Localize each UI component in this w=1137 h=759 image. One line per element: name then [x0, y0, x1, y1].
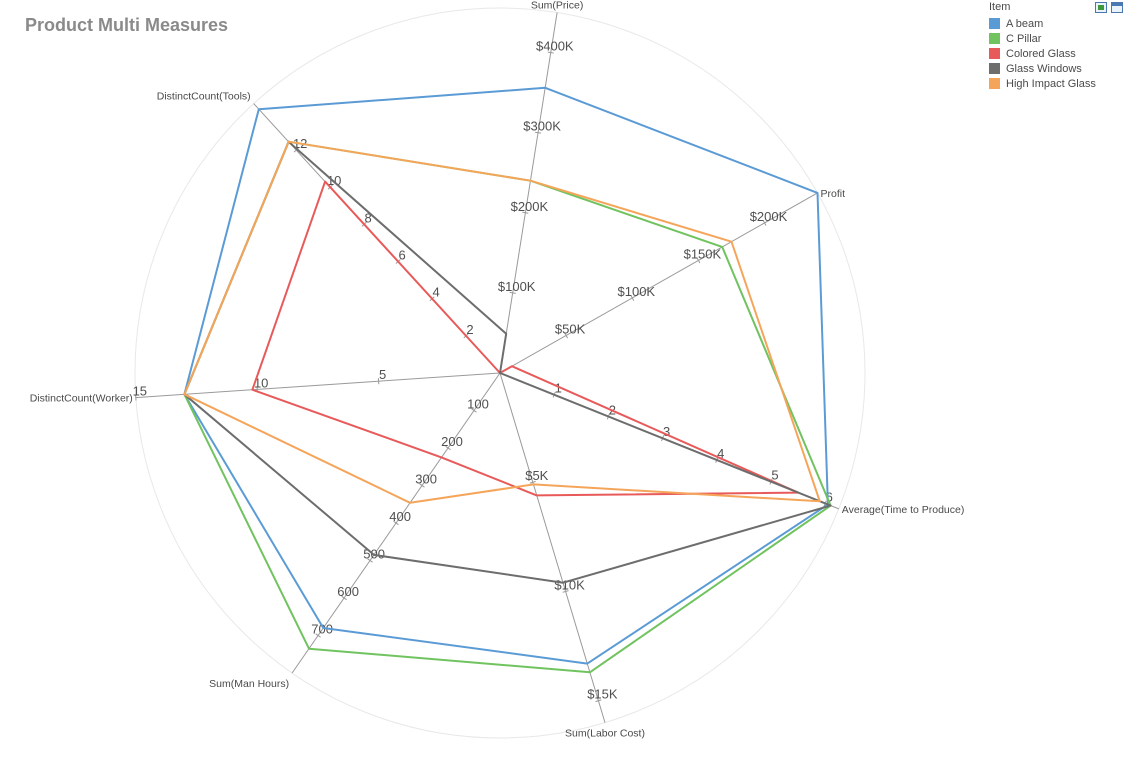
legend-label: A beam — [1006, 17, 1044, 30]
legend-item[interactable]: Colored Glass — [989, 46, 1096, 61]
legend-title: Item — [989, 1, 1011, 13]
tick-mark — [393, 520, 399, 526]
radar-series — [183, 86, 832, 674]
axis-name: Profit — [821, 188, 846, 200]
legend-swatch — [989, 33, 1000, 44]
tick-label: $100K — [618, 284, 656, 299]
legend-swatch — [989, 63, 1000, 74]
tick-mark — [522, 211, 529, 214]
legend-label: C Pillar — [1006, 32, 1042, 45]
legend: Item A beam C Pillar Colored Glass Glass Wi… — [989, 1, 1096, 91]
chart-toolbar — [1095, 2, 1123, 13]
legend-label: Colored Glass — [1006, 47, 1076, 60]
axis-name: DistinctCount(Tools) — [157, 91, 251, 103]
tick-label: 2 — [466, 322, 473, 337]
tick-label: 400 — [389, 509, 411, 524]
axis-name: Sum(Man Hours) — [209, 678, 289, 690]
legend-swatch — [989, 78, 1000, 89]
tick-label: 300 — [415, 472, 437, 487]
tick-mark — [341, 595, 347, 601]
legend-swatch — [989, 48, 1000, 59]
tick-label: 600 — [337, 584, 359, 599]
tick-label: $400K — [536, 39, 574, 54]
tick-label: $200K — [511, 199, 549, 214]
tick-mark — [630, 295, 635, 301]
tick-label: $100K — [498, 279, 536, 294]
tick-mark — [509, 291, 516, 294]
axis-name: Sum(Labor Cost) — [565, 728, 645, 740]
tick-mark — [529, 480, 536, 484]
tick-label: $10K — [554, 578, 585, 593]
tick-mark — [367, 558, 373, 563]
tick-label: $50K — [555, 322, 586, 337]
legend-swatch — [989, 18, 1000, 29]
tick-label: 700 — [311, 622, 333, 637]
tick-mark — [696, 257, 701, 264]
series-line[interactable] — [251, 180, 800, 497]
series-line[interactable] — [183, 86, 829, 665]
tick-label: 8 — [364, 210, 371, 225]
tick-label: 100 — [467, 397, 489, 412]
tick-label: $15K — [587, 687, 618, 702]
tick-label: 200 — [441, 434, 463, 449]
axis-name: Sum(Price) — [531, 0, 584, 12]
tick-mark — [445, 445, 451, 451]
export-icon[interactable] — [1095, 2, 1107, 13]
tick-label: 6 — [826, 490, 833, 505]
tick-mark — [471, 408, 477, 413]
tick-mark — [564, 332, 569, 339]
tick-mark — [547, 51, 554, 54]
axis-line — [135, 372, 501, 399]
tick-label: $150K — [684, 246, 722, 261]
radar-axes: $100K $200K $300K $400K Sum(Price) $50K $100K $… — [30, 0, 965, 740]
axis-name: Average(Time to Produce) — [842, 504, 965, 516]
tick-mark — [562, 590, 569, 593]
tick-mark — [419, 483, 425, 488]
legend-label: Glass Windows — [1006, 62, 1082, 75]
series-line[interactable] — [183, 140, 832, 674]
legend-item[interactable]: A beam — [989, 16, 1096, 31]
axis-line — [499, 12, 558, 374]
series-line[interactable] — [183, 140, 832, 584]
tick-label: $5K — [525, 468, 548, 483]
series-line[interactable] — [183, 140, 821, 504]
tick-label: 5 — [771, 468, 778, 483]
legend-item[interactable]: High Impact Glass — [989, 76, 1096, 91]
maximize-icon[interactable] — [1111, 2, 1123, 13]
legend-label: High Impact Glass — [1006, 77, 1096, 90]
tick-mark — [762, 220, 767, 226]
tick-label: 4 — [717, 446, 724, 461]
tick-label: $200K — [750, 209, 788, 224]
tick-label: $300K — [523, 119, 561, 134]
chart-title: Product Multi Measures — [25, 15, 229, 35]
tick-label: 3 — [663, 424, 670, 439]
axis-name: DistinctCount(Worker) — [30, 393, 133, 405]
tick-mark — [595, 699, 602, 703]
legend-item[interactable]: C Pillar — [989, 31, 1096, 46]
tick-label: 5 — [379, 367, 386, 382]
tick-mark — [535, 131, 542, 134]
tick-label: 1 — [555, 381, 562, 396]
tick-label: 15 — [133, 384, 147, 399]
legend-item[interactable]: Glass Windows — [989, 61, 1096, 76]
grid-circle — [134, 7, 866, 739]
tick-label: 6 — [398, 248, 405, 263]
tick-label: 4 — [432, 285, 439, 300]
radar-grid — [134, 7, 866, 739]
tick-label: 10 — [254, 375, 268, 390]
tick-mark — [315, 633, 321, 638]
